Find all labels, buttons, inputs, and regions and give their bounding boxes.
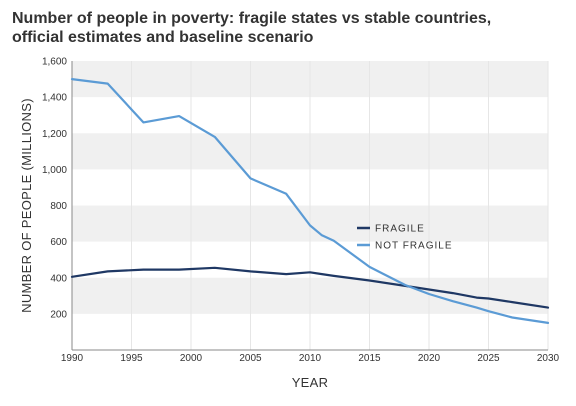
x-axis-label: YEAR bbox=[292, 375, 329, 390]
y-tick-label-1600: 1,600 bbox=[42, 57, 67, 68]
legend: FRAGILE NOT FRAGILE bbox=[357, 224, 453, 252]
y-tick-label-800: 800 bbox=[50, 201, 67, 212]
x-tick-label-2010: 2010 bbox=[299, 353, 322, 364]
x-tick-label-2000: 2000 bbox=[180, 353, 203, 364]
chart-title-line-2: official estimates and baseline scenario bbox=[12, 29, 314, 46]
series-lines bbox=[70, 77, 550, 324]
x-tick-label-1995: 1995 bbox=[120, 353, 143, 364]
vertical-gridlines bbox=[131, 61, 549, 350]
series-line-not-fragile bbox=[70, 77, 550, 324]
y-tick-label-1000: 1,000 bbox=[42, 165, 67, 176]
x-tick-label-2030: 2030 bbox=[537, 353, 560, 364]
y-tick-label-1400: 1,400 bbox=[42, 93, 67, 104]
series-line-fragile bbox=[70, 266, 550, 309]
x-tick-labels: 1990 1995 2000 2005 2010 2015 2020 2025 2030 bbox=[61, 353, 560, 364]
legend-label-fragile: FRAGILE bbox=[375, 224, 425, 235]
axes bbox=[71, 61, 548, 351]
x-tick-label-2005: 2005 bbox=[239, 353, 262, 364]
x-tick-label-2025: 2025 bbox=[477, 353, 500, 364]
y-tick-label-1200: 1,200 bbox=[42, 129, 67, 140]
chart-title: Number of people in poverty: fragile sta… bbox=[12, 9, 564, 47]
legend-label-not-fragile: NOT FRAGILE bbox=[375, 241, 453, 252]
y-tick-label-600: 600 bbox=[50, 237, 67, 248]
y-axis-label: NUMBER OF PEOPLE (MILLIONS) bbox=[19, 98, 34, 313]
x-tick-label-2015: 2015 bbox=[358, 353, 381, 364]
y-tick-label-200: 200 bbox=[50, 309, 67, 320]
y-tick-label-400: 400 bbox=[50, 273, 67, 284]
chart-title-line-1: Number of people in poverty: fragile sta… bbox=[12, 10, 492, 27]
y-tick-labels: 200 400 600 800 1,000 1,200 1,400 1,600 bbox=[42, 57, 67, 321]
x-tick-label-1990: 1990 bbox=[61, 353, 84, 364]
x-tick-label-2020: 2020 bbox=[418, 353, 441, 364]
